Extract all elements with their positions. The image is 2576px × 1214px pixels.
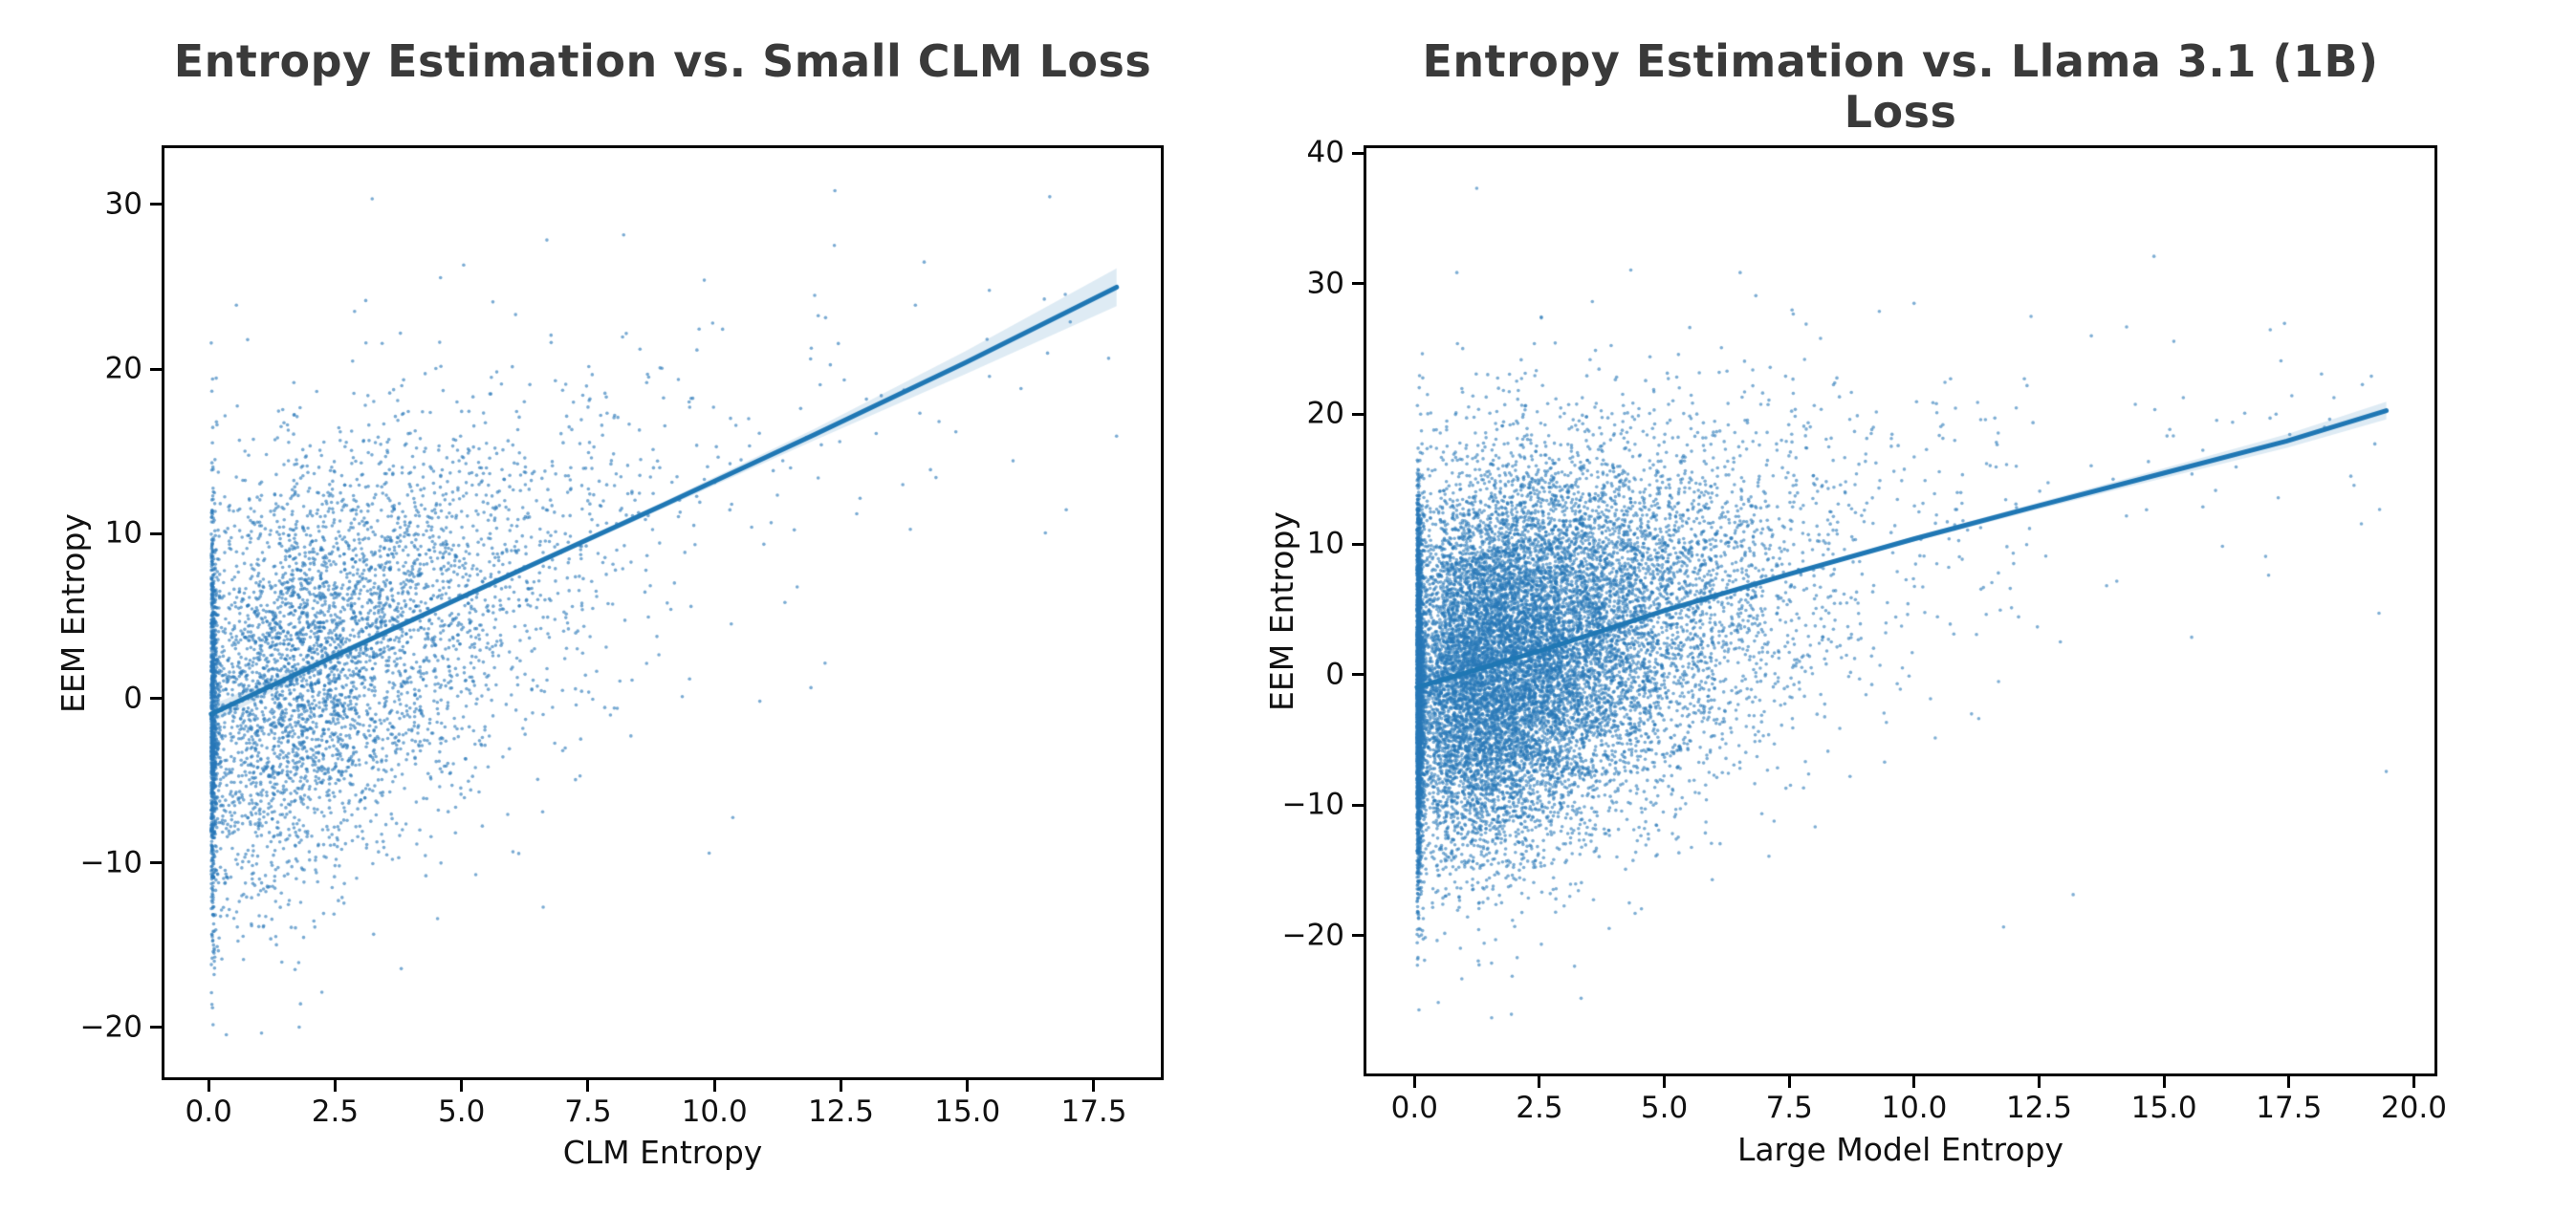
x-tick-label: 2.5 xyxy=(1516,1091,1563,1125)
x-tick-mark xyxy=(712,1080,716,1092)
left-plot-title: Entropy Estimation vs. Small CLM Loss xyxy=(173,35,1152,87)
y-tick-label: 20 xyxy=(104,351,142,386)
x-tick-mark xyxy=(1787,1076,1791,1088)
y-tick-label: 40 xyxy=(1306,135,1344,170)
y-tick-label: 0 xyxy=(1325,657,1344,692)
x-tick-label: 17.5 xyxy=(2256,1091,2323,1125)
x-tick-label: 12.5 xyxy=(807,1095,874,1129)
x-tick-label: 2.5 xyxy=(311,1095,360,1129)
x-tick-label: 7.5 xyxy=(564,1095,612,1129)
x-tick-mark xyxy=(586,1080,590,1092)
y-tick-mark xyxy=(150,1026,162,1030)
left-plot-area xyxy=(162,145,1164,1080)
right-plot-x-axis-label: Large Model Entropy xyxy=(1736,1131,2064,1168)
x-tick-label: 10.0 xyxy=(1881,1091,1948,1125)
x-tick-label: 5.0 xyxy=(438,1095,486,1129)
x-tick-label: 15.0 xyxy=(2130,1091,2197,1125)
y-tick-mark xyxy=(150,367,162,371)
y-tick-mark xyxy=(1352,934,1364,938)
x-tick-label: 7.5 xyxy=(1765,1091,1813,1125)
y-tick-label: −20 xyxy=(1281,918,1344,953)
y-tick-mark xyxy=(150,531,162,535)
x-tick-label: 20.0 xyxy=(2380,1091,2447,1125)
left-plot-x-axis-label: CLM Entropy xyxy=(562,1134,763,1171)
y-tick-label: 0 xyxy=(123,681,142,716)
y-tick-label: −10 xyxy=(79,845,142,880)
y-tick-mark xyxy=(1352,803,1364,807)
y-tick-mark xyxy=(1352,542,1364,546)
x-tick-mark xyxy=(1912,1076,1916,1088)
y-tick-label: −20 xyxy=(79,1009,142,1045)
x-tick-mark xyxy=(460,1080,464,1092)
left-plot-y-axis-label: EEM Entropy xyxy=(54,512,92,713)
x-tick-mark xyxy=(2287,1076,2291,1088)
x-tick-label: 5.0 xyxy=(1640,1091,1689,1125)
y-tick-label: 30 xyxy=(1306,266,1344,301)
right-plot-y-axis-label: EEM Entropy xyxy=(1262,510,1300,711)
y-tick-mark xyxy=(1352,282,1364,286)
y-tick-label: 10 xyxy=(1306,526,1344,561)
x-tick-label: 0.0 xyxy=(185,1095,232,1129)
y-tick-label: −10 xyxy=(1281,787,1344,822)
y-tick-mark xyxy=(150,203,162,206)
x-tick-label: 10.0 xyxy=(681,1095,748,1129)
x-tick-label: 17.5 xyxy=(1060,1095,1127,1129)
x-tick-mark xyxy=(2162,1076,2166,1088)
y-tick-label: 20 xyxy=(1306,396,1344,431)
x-tick-label: 12.5 xyxy=(2005,1091,2073,1125)
y-tick-mark xyxy=(150,861,162,865)
y-tick-mark xyxy=(150,697,162,701)
x-tick-mark xyxy=(2412,1076,2415,1088)
x-tick-mark xyxy=(2038,1076,2041,1088)
x-tick-mark xyxy=(1663,1076,1667,1088)
right-plot-area xyxy=(1364,145,2437,1076)
x-tick-mark xyxy=(839,1080,842,1092)
y-tick-mark xyxy=(1352,673,1364,677)
y-tick-mark xyxy=(1352,151,1364,155)
x-tick-mark xyxy=(966,1080,970,1092)
right-plot-scatter-canvas xyxy=(1366,148,2434,1073)
y-tick-label: 10 xyxy=(104,515,142,551)
x-tick-mark xyxy=(207,1080,210,1092)
left-plot-scatter-canvas xyxy=(164,148,1161,1077)
x-tick-label: 15.0 xyxy=(934,1095,1001,1129)
x-tick-mark xyxy=(1412,1076,1416,1088)
y-tick-label: 30 xyxy=(104,186,142,222)
x-tick-mark xyxy=(1092,1080,1096,1092)
right-plot-title: Entropy Estimation vs. Llama 3.1 (1B) Lo… xyxy=(1422,35,2379,138)
x-tick-mark xyxy=(333,1080,337,1092)
x-tick-mark xyxy=(1538,1076,1541,1088)
x-tick-label: 0.0 xyxy=(1390,1091,1438,1125)
y-tick-mark xyxy=(1352,412,1364,416)
